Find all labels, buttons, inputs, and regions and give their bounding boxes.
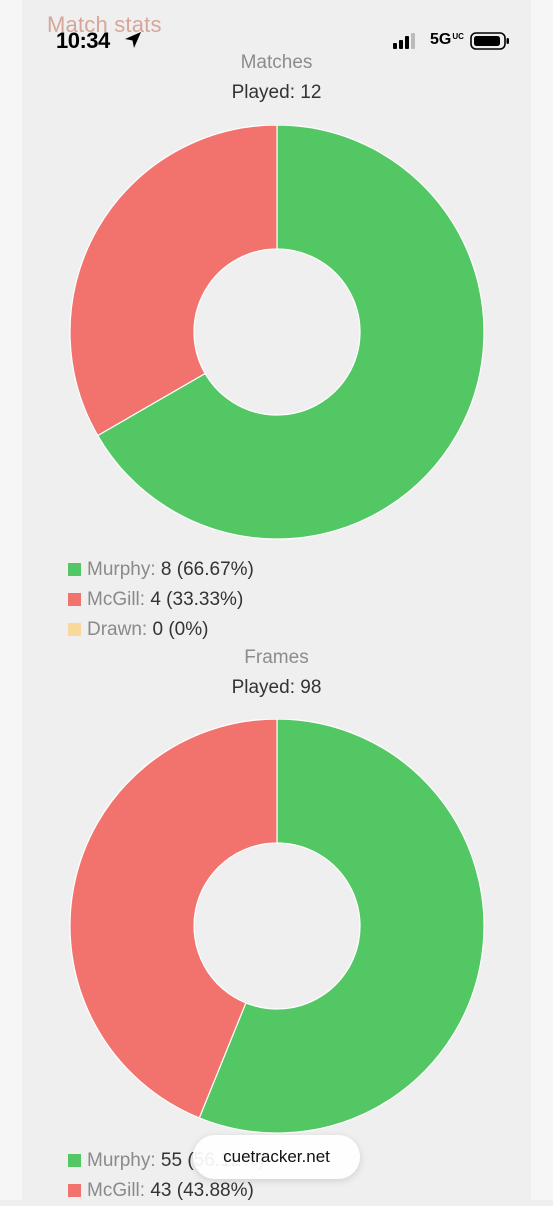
location-arrow-icon	[125, 32, 141, 48]
legend-item-murphy[interactable]: Murphy: 8 (66.67%)	[68, 555, 254, 585]
page-heading: Match stats	[47, 12, 162, 37]
pie-slice-mcgill[interactable]	[69, 125, 278, 437]
legend-value: 8 (66.67%)	[160, 559, 254, 580]
legend-value: 4 (33.33%)	[150, 589, 244, 610]
legend-label: Murphy:	[87, 559, 161, 580]
cellular-signal-icon	[393, 33, 415, 49]
legend-item-mcgill[interactable]: McGill: 4 (33.33%)	[68, 585, 254, 615]
legend-item-drawn[interactable]: Drawn: 0 (0%)	[68, 615, 254, 645]
pie-slice-murphy[interactable]	[198, 719, 485, 1134]
network-label: 5GUC	[430, 31, 464, 48]
status-bar: 10:34 5GUC	[0, 0, 553, 64]
legend-label: Murphy:	[87, 1150, 161, 1171]
pie-slice-mcgill[interactable]	[69, 719, 278, 1119]
legend-value: 43 (43.88%)	[150, 1180, 254, 1201]
matches-donut	[69, 125, 485, 540]
legend-swatch	[68, 1184, 81, 1197]
chart-title: Frames	[244, 647, 309, 668]
legend-value: 0 (0%)	[152, 619, 209, 640]
matches-legend: Murphy: 8 (66.67%) McGill: 4 (33.33%) Draw…	[68, 555, 254, 645]
chart-subtitle: Played: 98	[231, 677, 322, 698]
left-margin	[0, 0, 22, 1200]
legend-swatch	[68, 593, 81, 606]
frames-donut	[69, 719, 485, 1134]
battery-icon	[470, 32, 509, 50]
legend-swatch	[68, 563, 81, 576]
legend-label: McGill:	[87, 1180, 151, 1201]
chart-title: Matches	[240, 52, 313, 73]
legend-label: McGill:	[87, 589, 151, 610]
url-bar[interactable]: cuetracker.net	[193, 1135, 360, 1179]
pie-slice-murphy[interactable]	[96, 125, 485, 540]
right-margin	[531, 0, 553, 1200]
chart-subtitle: Played: 12	[231, 82, 322, 103]
status-time: 10:34	[56, 28, 110, 53]
legend-item-mcgill[interactable]: McGill: 43 (43.88%)	[68, 1176, 264, 1206]
legend-swatch	[68, 1154, 81, 1167]
legend-swatch	[68, 623, 81, 636]
legend-label: Drawn:	[87, 619, 153, 640]
